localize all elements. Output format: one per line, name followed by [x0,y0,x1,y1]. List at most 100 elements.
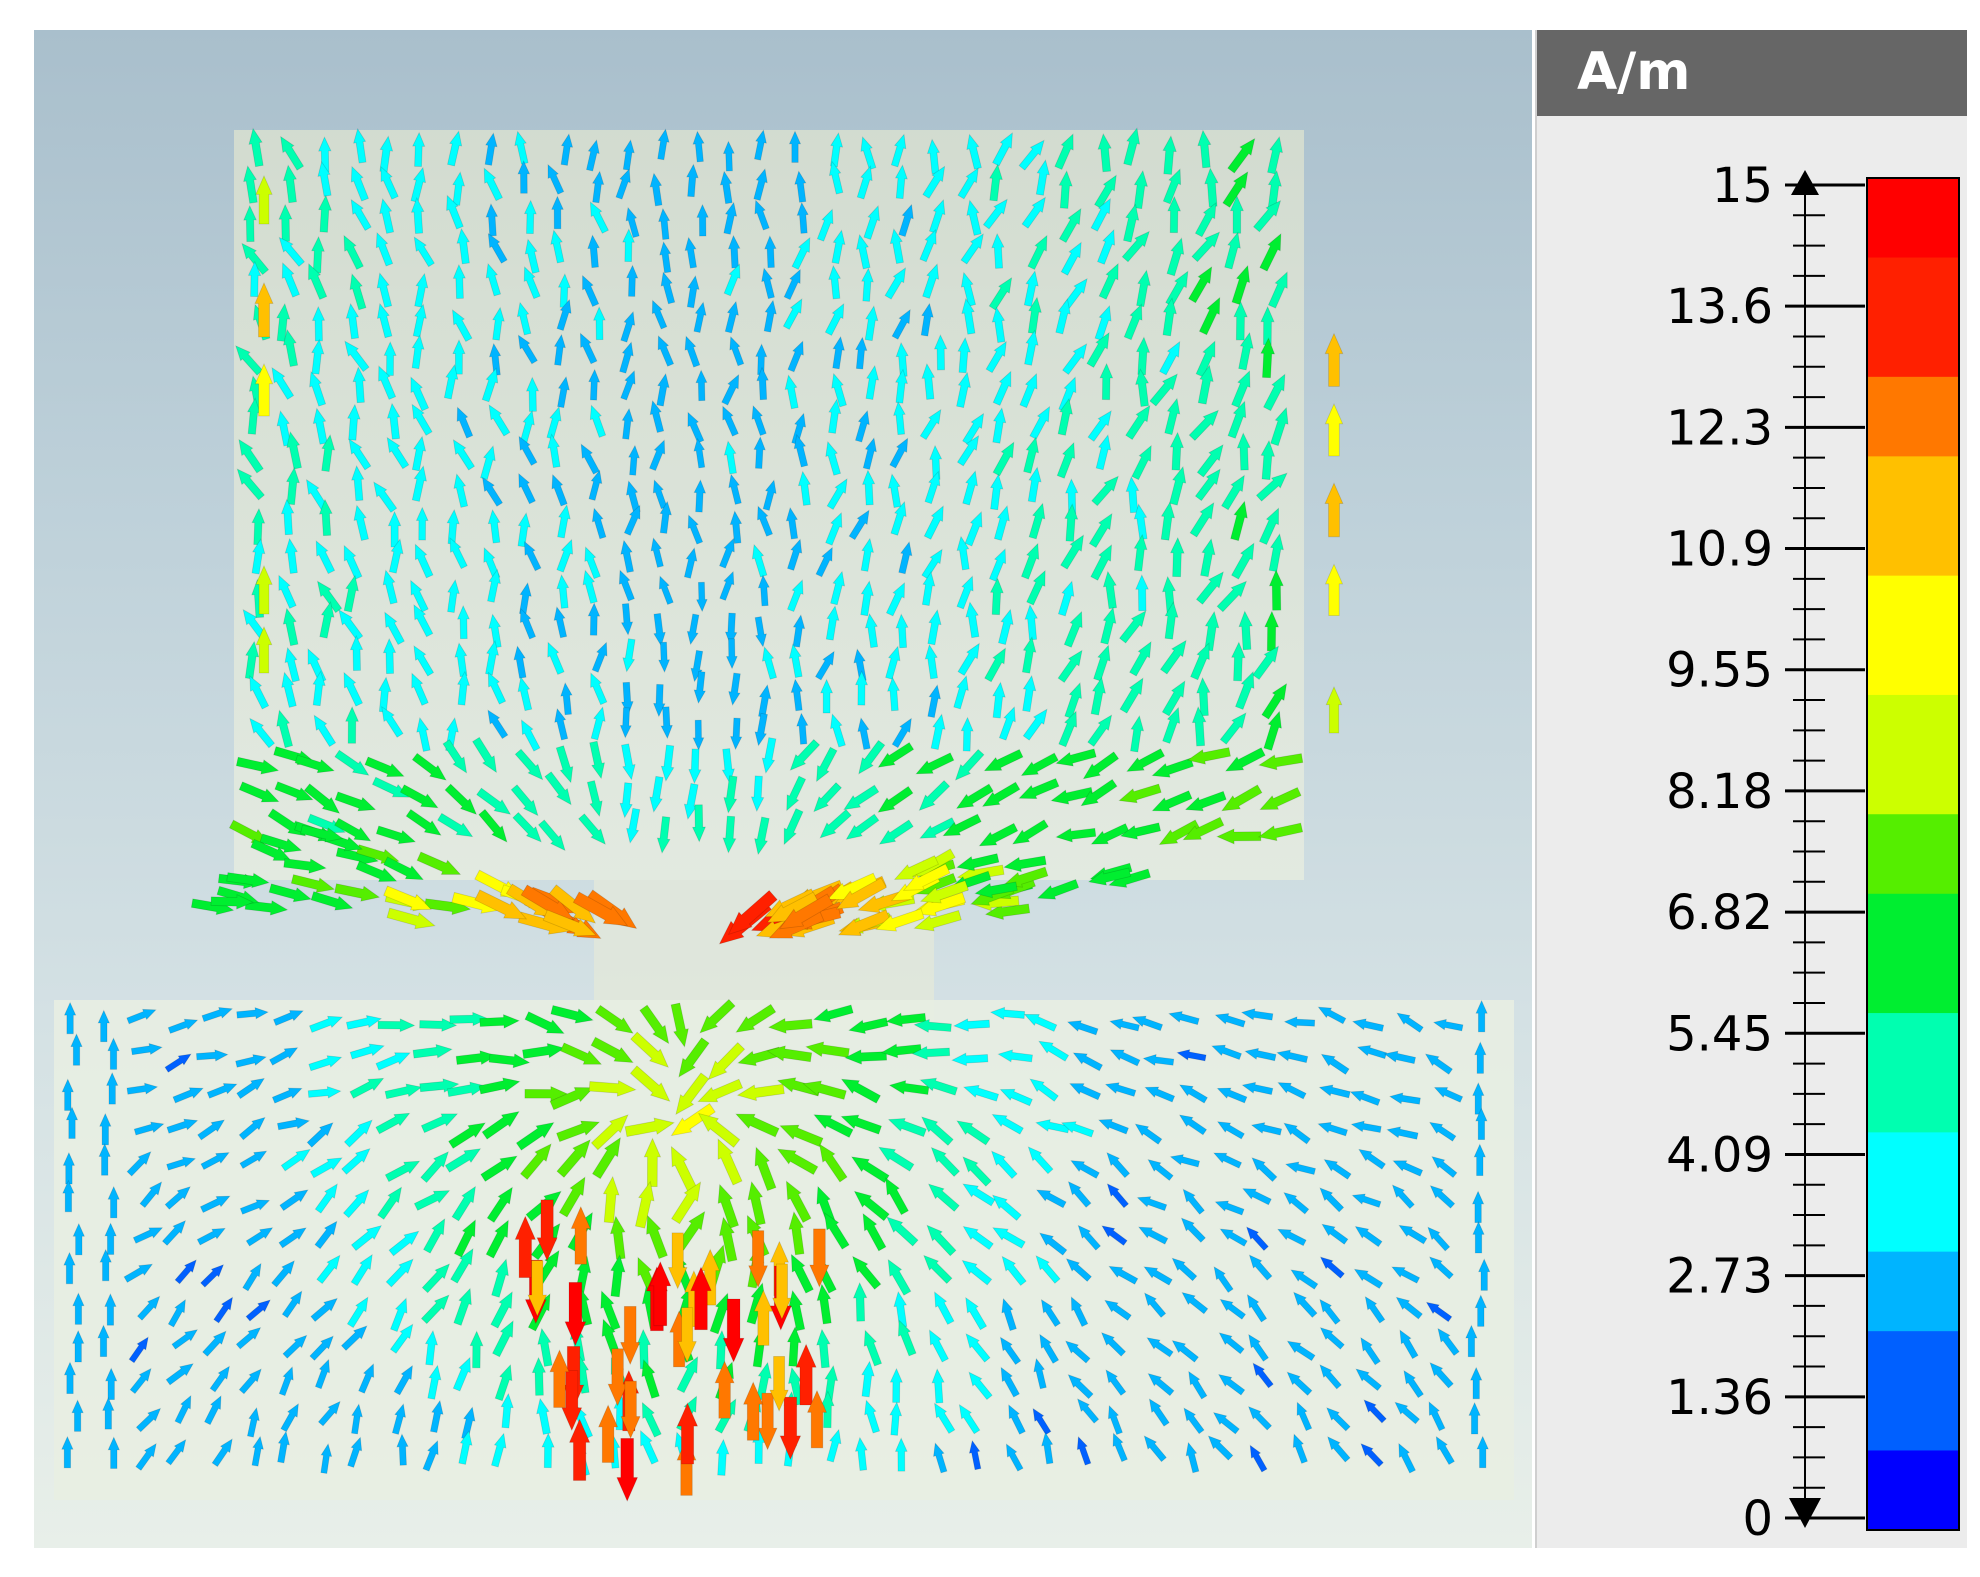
ground-current-arrow [347,1436,363,1468]
ground-current-arrow [1320,1053,1350,1075]
current-arrow [816,746,838,783]
ground-current-arrow [61,1078,74,1111]
current-arrow [816,208,834,242]
current-arrow [856,165,873,200]
ground-current-arrow [1068,1083,1102,1101]
current-arrow [1018,777,1060,800]
legend-color-band [1867,416,1959,457]
current-arrow [649,399,665,434]
current-arrow [693,670,707,705]
current-arrow [1135,336,1151,376]
ground-current-arrow [278,1366,294,1397]
current-arrow [547,433,561,469]
ground-current-arrow [1284,1161,1316,1176]
current-arrow [729,335,745,367]
ground-current-arrow [921,1116,954,1146]
current-arrow [1027,296,1042,335]
ground-current-arrow [1321,1223,1349,1245]
current-arrow [1082,751,1120,780]
current-arrow [1060,534,1084,570]
current-arrow [414,543,434,579]
ground-current-arrow [269,1047,299,1066]
ground-current-arrow [1076,1435,1092,1466]
current-arrow [619,341,634,374]
ground-current-arrow [610,1254,626,1298]
ground-current-arrow [276,1117,311,1131]
current-arrow [754,199,770,231]
current-arrow [1054,133,1074,170]
ground-current-arrow [423,1218,446,1254]
current-arrow [452,171,466,206]
current-arrow [1222,171,1249,208]
current-arrow [727,234,741,269]
current-arrow [1055,748,1097,767]
current-arrow [853,648,867,682]
ground-current-arrow [245,1299,271,1322]
current-arrow [1263,373,1286,412]
ground-current-arrow [786,1325,802,1367]
current-arrow [1191,706,1207,747]
ground-current-arrow [1109,1049,1141,1067]
current-arrow [993,505,1010,541]
edge-current-arrow [255,175,273,225]
current-arrow [411,465,427,502]
current-arrow [1020,752,1059,777]
current-arrow [578,813,606,845]
ground-current-arrow [420,1113,459,1134]
legend-color-band [1867,854,1959,895]
ground-current-arrow [310,1297,338,1323]
current-arrow [860,580,874,617]
arrow-layer [61,127,1491,1503]
ground-current-arrow [164,1186,191,1210]
ground-current-arrow [560,1042,603,1065]
current-arrow [1227,400,1247,439]
legend-color-band [1867,337,1959,378]
feed-current-arrow [667,1232,688,1290]
current-arrow [620,310,636,343]
current-arrow [382,569,398,605]
ground-current-arrow [788,1289,806,1332]
current-arrow [1258,507,1279,546]
ground-current-arrow [1008,1404,1026,1435]
current-arrow [487,568,501,603]
current-arrow [514,130,529,165]
ground-current-arrow [1474,1294,1487,1327]
ground-current-arrow [102,1396,115,1430]
ground-current-arrow [697,1112,741,1148]
ground-current-arrow [1283,1192,1310,1215]
current-arrow [649,172,663,207]
current-arrow [446,194,464,230]
current-arrow [412,303,427,338]
current-arrow [956,575,974,610]
current-arrow [345,302,360,340]
current-arrow [830,713,846,748]
ground-current-arrow [61,1435,74,1469]
ground-current-arrow [242,1262,262,1292]
current-arrow [414,272,429,308]
current-arrow [891,717,912,749]
current-arrow [553,333,566,366]
current-arrow [895,368,909,404]
current-arrow [281,671,297,708]
current-arrow [523,199,537,235]
ground-current-arrow [1473,1143,1486,1177]
current-arrow [1121,230,1150,263]
current-arrow [411,672,429,706]
ground-current-arrow [106,1071,119,1105]
ground-current-arrow [861,1360,875,1398]
ground-current-arrow [888,1080,930,1095]
current-arrow [452,439,476,471]
current-arrow [1024,604,1038,641]
current-arrow [729,717,743,751]
current-arrow [796,201,809,234]
current-arrow [1027,234,1048,270]
current-arrow [1167,195,1182,234]
current-arrow [248,127,264,168]
ground-current-arrow [961,1259,993,1286]
current-arrow [382,637,397,674]
feed-current-arrow [527,1260,548,1317]
ground-current-arrow [126,1151,152,1177]
current-arrow [855,233,871,270]
ground-current-arrow [802,1080,847,1100]
ground-current-arrow [309,1157,343,1179]
